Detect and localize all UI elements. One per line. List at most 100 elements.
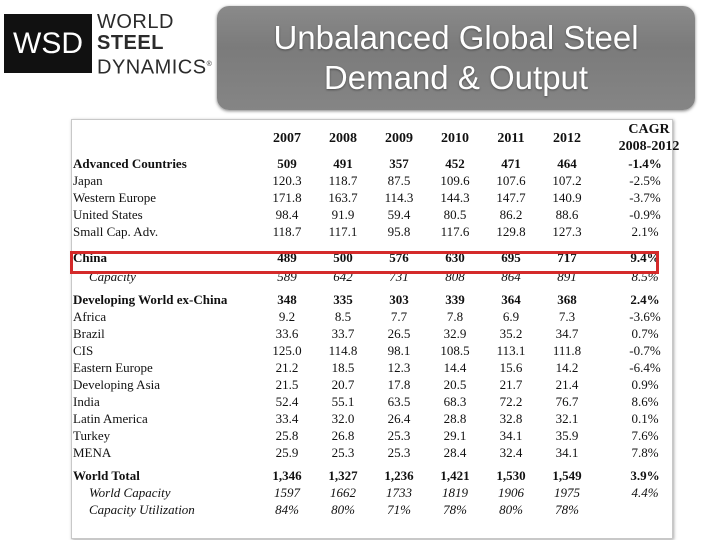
row-cagr: 0.7% [631,326,659,341]
row-cagr: 0.1% [631,411,659,426]
row-value: 91.9 [331,207,355,222]
row-value: 26.8 [331,428,355,443]
row-value: 364 [501,292,521,307]
row-value: 80% [499,502,523,517]
row-cagr: -0.7% [629,343,661,358]
registered-mark: ® [206,61,213,68]
row-label: United States [73,207,143,222]
row-value: 144.3 [440,190,470,205]
row-value: 34.1 [499,428,523,443]
row-value: 117.6 [440,224,470,239]
row-value: 32.0 [331,411,355,426]
row-value: 114.8 [328,343,358,358]
row-value: 26.4 [387,411,411,426]
row-cagr: 2.4% [630,292,660,307]
row-value: 35.9 [555,428,579,443]
row-value: 20.7 [331,377,355,392]
row-value: 28.8 [443,411,467,426]
logo-line-dynamics: DYNAMICS® [97,56,213,79]
table-row: Developing World ex-China 348 335 303 339 364… [73,291,695,308]
row-value: 113.1 [496,343,526,358]
row-label: Japan [73,173,103,188]
row-value: 339 [445,292,465,307]
row-value: 68.3 [443,394,467,409]
row-value: 29.1 [443,428,467,443]
row-value: 80% [331,502,355,517]
header-year: 2009 [385,130,413,146]
row-cagr [595,501,695,518]
row-label: Developing World ex-China [73,292,228,307]
row-value: 163.7 [328,190,358,205]
row-value: 1,421 [440,468,470,483]
row-value: 25.8 [275,428,299,443]
title-banner: Unbalanced Global Steel Demand & Output [217,6,695,110]
row-value: 98.1 [387,343,411,358]
row-value: 17.8 [387,377,411,392]
row-cagr: 2.1% [631,224,659,239]
row-value: 147.7 [496,190,526,205]
table-row: MENA 25.9 25.3 25.3 28.4 32.4 34.1 7.8% [73,444,695,461]
row-value: 78% [555,502,579,517]
row-value: 107.6 [496,173,526,188]
table-row: Africa 9.2 8.5 7.7 7.8 6.9 7.3 -3.6% [73,308,695,325]
page-title: Unbalanced Global Steel Demand & Output [273,19,639,96]
row-value: 140.9 [552,190,582,205]
row-label: Latin America [73,411,148,426]
row-cagr: 7.8% [631,445,659,460]
row-value: 6.9 [502,309,520,324]
row-value: 464 [557,156,577,171]
row-label: Capacity Utilization [89,502,195,517]
row-value: 20.5 [443,377,467,392]
table-sheet [71,119,673,539]
row-value: 1,530 [496,468,526,483]
logo-wordmark: WORLD STEEL DYNAMICS® [97,12,212,79]
row-value: 25.3 [331,445,355,460]
row-value: 114.3 [384,190,414,205]
row-value: 491 [333,156,353,171]
row-value: 18.5 [331,360,355,375]
row-value: 127.3 [552,224,582,239]
row-value: 33.7 [331,326,355,341]
row-value: 12.3 [387,360,411,375]
row-value: 335 [333,292,353,307]
row-value: 357 [389,156,409,171]
row-value: 509 [277,156,297,171]
row-value: 21.2 [275,360,299,375]
row-value: 1,549 [552,468,582,483]
table-row: Advanced Countries 509 491 357 452 471 464 -1.4… [73,155,695,172]
row-value: 25.3 [387,445,411,460]
row-value: 7.8 [446,309,464,324]
row-value: 125.0 [272,343,302,358]
row-label: Developing Asia [73,377,161,392]
row-value: 7.7 [390,309,408,324]
row-value: 34.1 [555,445,579,460]
row-value: 1975 [554,485,580,500]
row-value: 109.6 [440,173,470,188]
row-value: 1,327 [328,468,358,483]
row-cagr: -3.7% [629,190,661,205]
row-value: 63.5 [387,394,411,409]
row-value: 32.9 [443,326,467,341]
row-value: 32.8 [499,411,523,426]
row-value: 84% [275,502,299,517]
row-value: 1819 [442,485,468,500]
row-value: 71% [387,502,411,517]
row-label: Eastern Europe [73,360,153,375]
row-value: 87.5 [387,173,411,188]
row-value: 118.7 [272,224,302,239]
table-row: World Total 1,346 1,327 1,236 1,421 1,530 1,54… [73,467,695,484]
table-row: India 52.4 55.1 63.5 68.3 72.2 76.7 8.6% [73,393,695,410]
row-value: 88.6 [555,207,579,222]
table-row: Turkey 25.8 26.8 25.3 29.1 34.1 35.9 7.6% [73,427,695,444]
row-cagr: -6.4% [629,360,661,375]
row-value: 1906 [498,485,524,500]
row-value: 118.7 [328,173,358,188]
row-value: 129.8 [496,224,526,239]
row-value: 21.5 [275,377,299,392]
row-value: 14.2 [555,360,579,375]
row-label: World Total [73,468,140,483]
row-cagr: 8.6% [631,394,659,409]
row-cagr: 7.6% [631,428,659,443]
row-value: 107.2 [552,173,582,188]
header-cagr: CAGR 2008-2012 [618,122,680,154]
